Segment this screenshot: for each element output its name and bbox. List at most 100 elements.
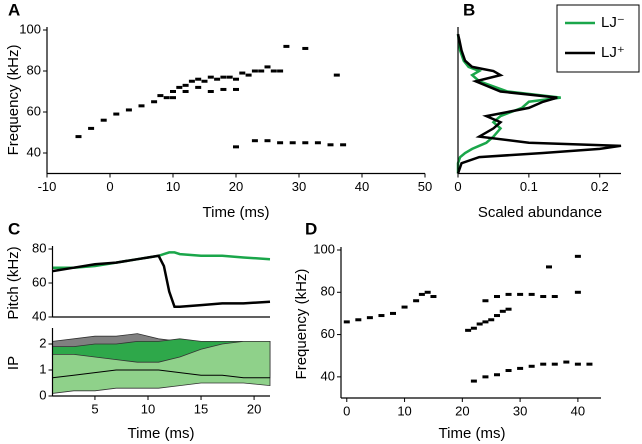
y-axis-label: Frequency (kHz) <box>5 45 22 156</box>
spectrogram-pixel <box>551 362 558 366</box>
spectrogram-pixel <box>233 77 239 81</box>
x-tick-label: 40 <box>355 179 369 194</box>
spectrogram-pixel <box>546 265 552 269</box>
spectrogram-pixel <box>355 318 362 322</box>
spectrogram-pixel <box>270 69 277 73</box>
spectrogram-pixel <box>482 299 489 303</box>
spectrogram-pixel <box>540 362 547 366</box>
spectrogram-pixel <box>470 379 477 383</box>
spectrogram-pixel <box>277 141 284 145</box>
line <box>456 33 561 174</box>
spectrogram-pixel <box>239 71 246 75</box>
spectrogram-pixel <box>201 79 208 83</box>
spectrogram-pixel <box>251 139 258 143</box>
spectrogram-pixel <box>494 295 500 299</box>
x-tick-label: 40 <box>571 403 585 418</box>
y-tick-label: 40 <box>27 144 41 159</box>
x-tick-label: 10 <box>397 403 411 418</box>
spectrogram-pixel <box>170 90 176 93</box>
spectrogram-pixel <box>378 314 385 318</box>
panel: 0 0.1 0.2 Scaled abundance B LJ⁻ LJ⁺ <box>454 0 640 221</box>
spectrogram-pixel <box>563 360 570 364</box>
panel: 40 60 80 Pitch (kHz) C <box>5 219 271 323</box>
x-tick-label: 0.1 <box>520 179 538 194</box>
spectrogram-pixel <box>465 328 472 332</box>
x-tick-label: -10 <box>38 179 57 194</box>
spectrogram-pixel <box>182 83 189 87</box>
x-tick-label: 0 <box>106 179 113 194</box>
x-tick-label: 20 <box>455 403 469 418</box>
x-tick-label: 5 <box>91 401 98 416</box>
spectrogram-pixel <box>277 69 284 73</box>
x-tick-label: 20 <box>247 401 261 416</box>
spectrogram-pixel <box>302 46 309 50</box>
spectrogram-pixel <box>418 292 425 296</box>
spectrogram-pixel <box>75 135 82 139</box>
spectrogram-pixel <box>333 73 340 77</box>
line <box>456 33 622 174</box>
legend-label: LJ⁺ <box>601 44 625 61</box>
y-tick-label: 80 <box>27 62 41 77</box>
spectrogram-pixel <box>574 290 581 294</box>
spectrogram-pixel <box>195 77 202 81</box>
band <box>52 341 271 394</box>
y-tick-label: 1 <box>39 361 46 376</box>
x-tick-label: 15 <box>194 401 208 416</box>
panel-letter: D <box>305 219 317 238</box>
y-tick-label: 100 <box>19 21 41 36</box>
spectrogram-pixel <box>138 104 145 108</box>
spectrogram-pixel <box>88 126 95 130</box>
spectrogram-pixel <box>151 100 158 104</box>
spectrogram-pixel <box>100 118 107 122</box>
spectrogram-pixel <box>251 69 258 73</box>
y-tick-label: 60 <box>27 103 41 118</box>
spectrogram-pixel <box>528 364 535 368</box>
x-tick-label: 0 <box>454 179 461 194</box>
panel: -10 0 10 20 30 40 50 40 60 80 100 Time (ms) Frequenc… <box>5 0 432 220</box>
y-tick-label: 80 <box>32 240 46 255</box>
spectrogram-pixel <box>499 309 506 313</box>
spectrogram-pixel <box>424 290 431 294</box>
spectrogram-pixel <box>113 112 120 116</box>
spectrogram-pixel <box>505 307 512 311</box>
spectrogram-pixel <box>327 143 334 147</box>
legend-label: LJ⁻ <box>601 14 625 31</box>
spectrogram-pixel <box>517 366 524 370</box>
spectrogram-pixel <box>233 145 239 149</box>
y-tick-label: 40 <box>32 308 46 323</box>
spectrogram-pixel <box>182 90 189 93</box>
x-tick-label: 30 <box>513 403 527 418</box>
spectrogram-pixel <box>195 85 202 89</box>
spectrogram-pixel <box>470 326 477 330</box>
spectrogram-pixel <box>586 362 593 366</box>
spectrogram-pixel <box>482 375 489 379</box>
legend-box <box>556 4 640 73</box>
y-axis-label: Pitch (kHz) <box>5 246 22 319</box>
x-axis-label: Time (ms) <box>439 425 506 442</box>
spectrogram-pixel <box>170 96 176 100</box>
spectrogram-pixel <box>207 75 214 79</box>
x-tick-label: 10 <box>141 401 155 416</box>
spectrogram-pixel <box>505 369 512 373</box>
panel-letter: C <box>8 219 20 238</box>
y-tick-label: 60 <box>32 274 46 289</box>
y-tick-label: 60 <box>321 326 335 341</box>
spectrogram-pixel <box>233 87 239 91</box>
x-axis-label: Time (ms) <box>203 204 270 221</box>
spectrogram-pixel <box>176 85 183 89</box>
panel: 5 10 15 20 0 1 2 Time (ms) IP <box>5 328 271 442</box>
y-axis-label: IP <box>5 356 22 370</box>
spectrogram-pixel <box>488 318 495 322</box>
spectrogram-pixel <box>245 73 252 77</box>
x-tick-label: 0 <box>343 403 350 418</box>
spectrogram-pixel <box>430 295 437 299</box>
spectrogram-pixel <box>505 292 512 296</box>
spectrogram-pixel <box>302 141 309 145</box>
spectrogram-pixel <box>476 322 483 326</box>
panel-letter: A <box>8 0 20 19</box>
spectrogram-pixel <box>366 316 373 320</box>
spectrogram-pixel <box>574 254 581 258</box>
spectrogram-pixel <box>226 75 233 79</box>
y-tick-label: 0 <box>39 387 46 402</box>
